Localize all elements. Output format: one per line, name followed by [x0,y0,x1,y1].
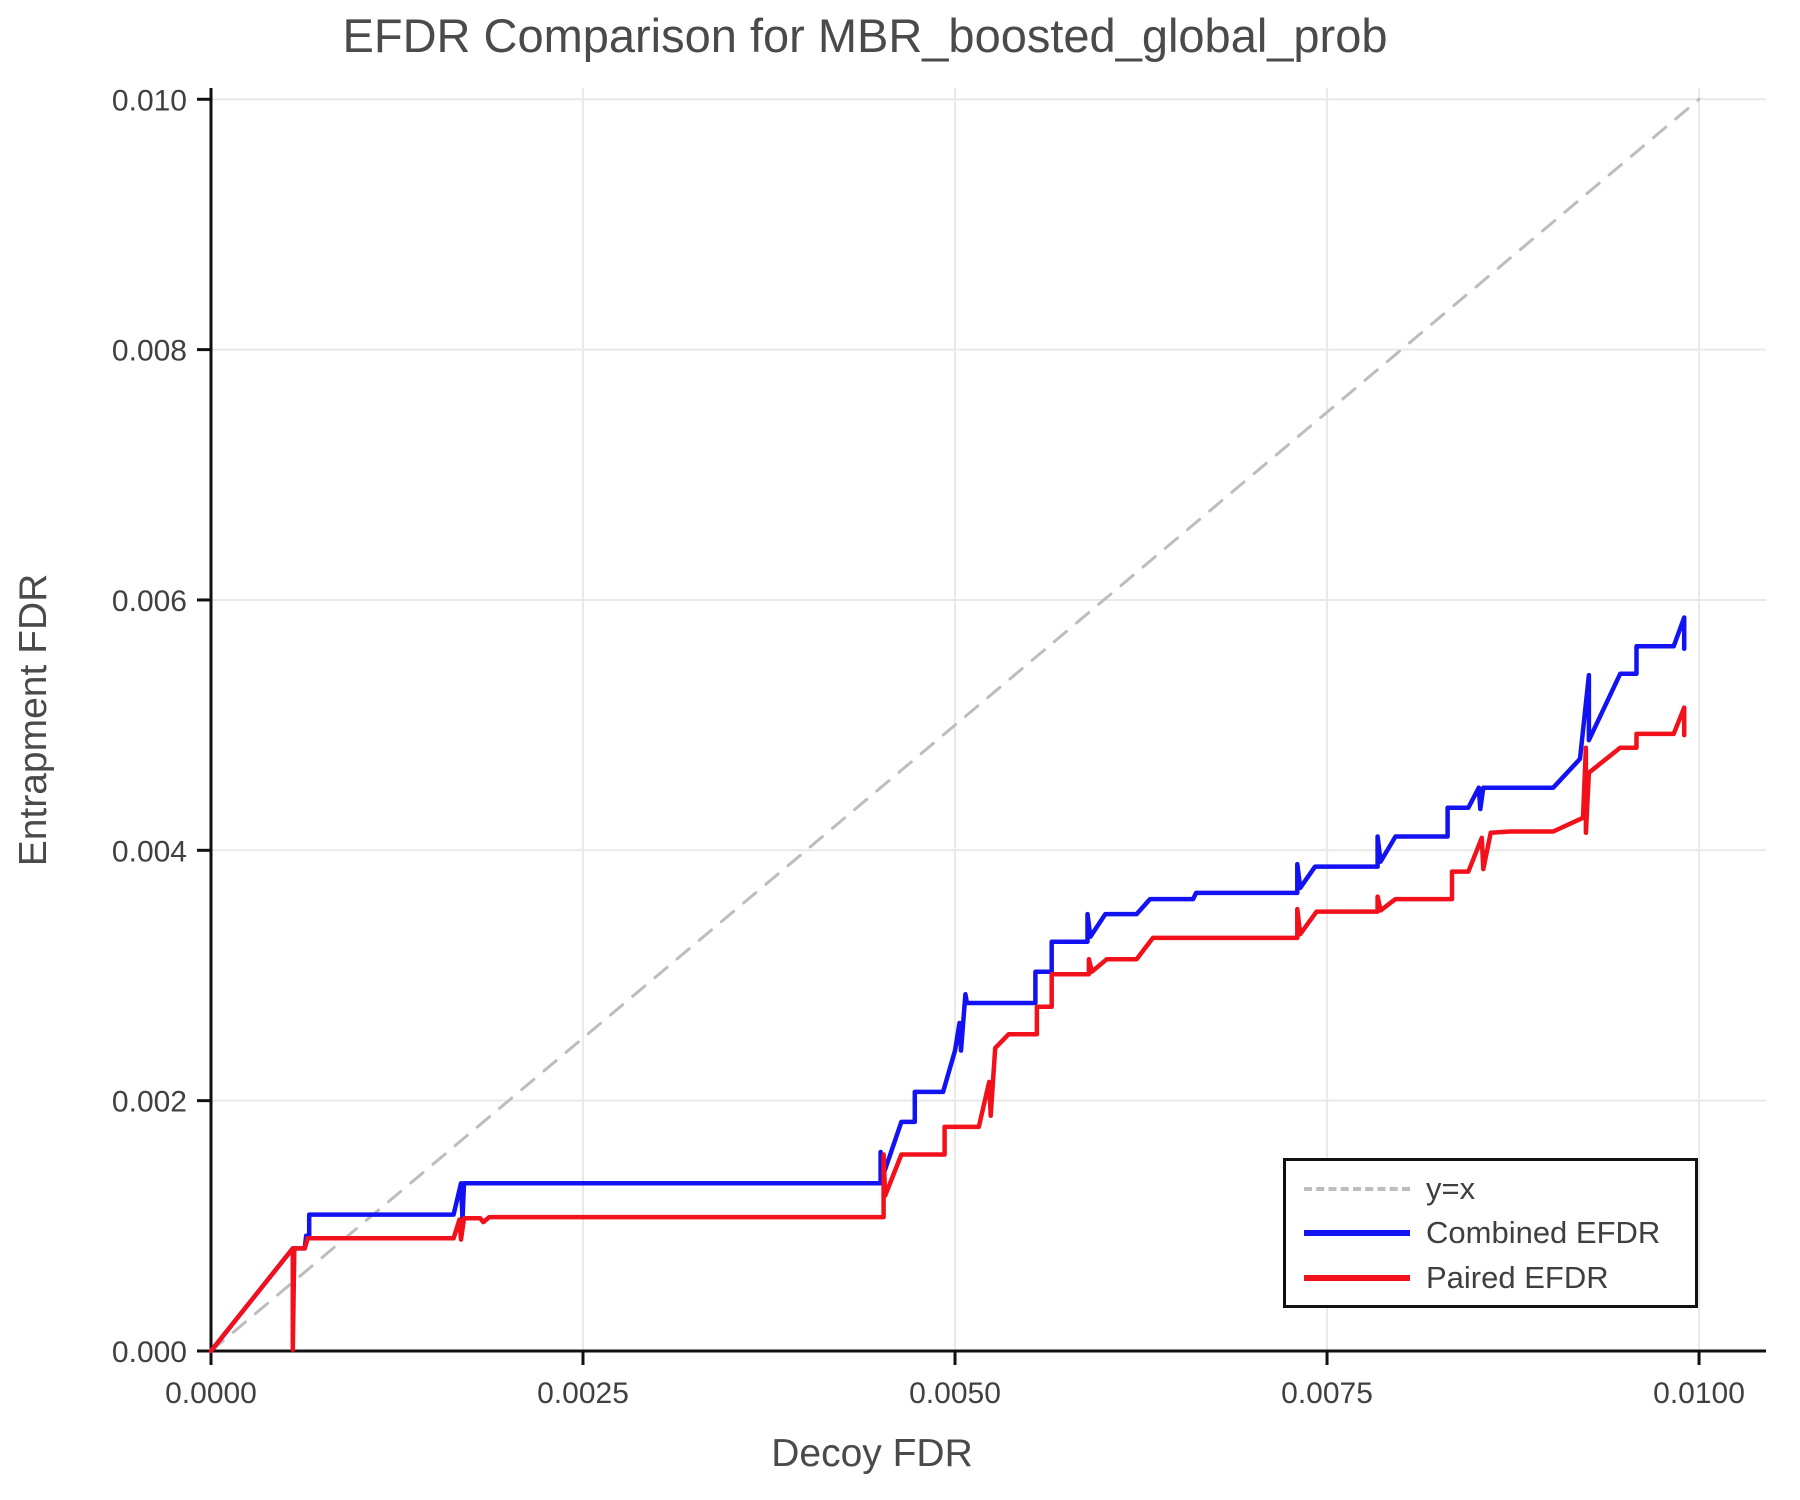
x-tick-label: 0.0050 [909,1377,1001,1410]
x-tick-label: 0.0075 [1281,1377,1373,1410]
legend-line-sample [1304,1186,1410,1191]
chart-title: EFDR Comparison for MBR_boosted_global_p… [342,9,1388,62]
x-axis-title: Decoy FDR [771,1432,973,1475]
x-tick-label: 0.0000 [165,1377,257,1410]
legend-label: Paired EFDR [1426,1259,1609,1295]
series-y-x [209,97,1701,1353]
legend-label: y=x [1426,1170,1476,1206]
x-tick-label: 0.0100 [1653,1377,1745,1410]
y-tick-label: 0.002 [112,1086,187,1119]
y-tick-label: 0.004 [112,835,187,868]
y-tick-label: 0.000 [112,1336,187,1369]
series-combined-efdr [208,615,1687,1354]
y-tick-label: 0.010 [112,84,187,117]
legend-item: Paired EFDR [1304,1259,1695,1295]
legend-label: Combined EFDR [1426,1215,1661,1250]
legend-line-sample [1304,1274,1410,1281]
x-tick-label: 0.0025 [537,1377,629,1410]
legend-item: y=x [1304,1170,1695,1206]
y-tick-label: 0.006 [112,585,187,618]
y-tick-label: 0.008 [112,335,187,368]
series-paired-efdr [208,705,1687,1354]
legend: y=x Combined EFDR Paired EFDR [1283,1158,1698,1308]
legend-item: Combined EFDR [1304,1215,1695,1250]
legend-line-sample [1304,1230,1410,1236]
